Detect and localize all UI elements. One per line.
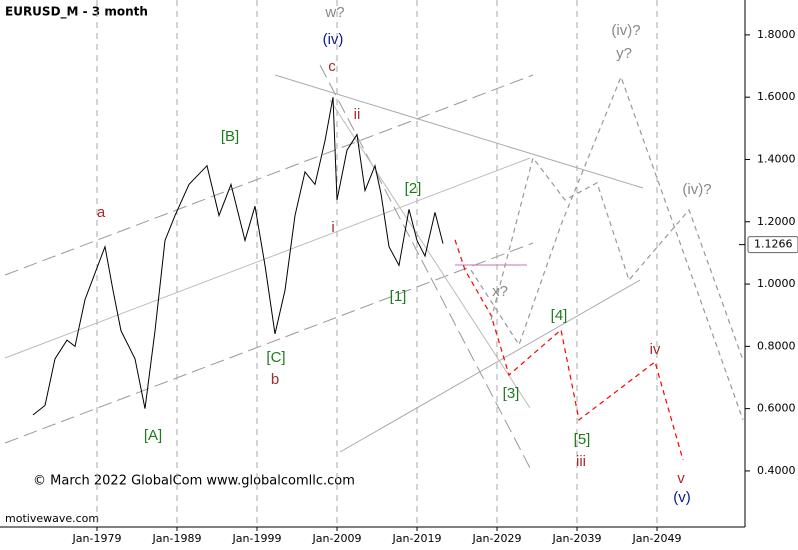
y-tick-label: 1.2000	[757, 215, 796, 228]
y-tick-label: 0.4000	[757, 464, 796, 477]
channel-line	[4, 74, 534, 276]
y-tick-label: 1.6000	[757, 90, 796, 103]
wave-label: x?	[492, 283, 508, 300]
x-tick-label: Jan-1989	[152, 532, 202, 545]
wave-label: [B]	[221, 128, 239, 145]
wave-label: (v)	[673, 489, 691, 506]
x-tick-label: Jan-1979	[72, 532, 122, 545]
wave-label: (iv)?	[611, 22, 640, 39]
copyright: © March 2022 GlobalCom www.globalcomllc.…	[33, 474, 355, 489]
source: motivewave.com	[5, 512, 99, 525]
wave-label: i	[331, 219, 334, 236]
channel-line	[329, 99, 531, 409]
wave-label: [1]	[390, 288, 407, 305]
x-tick-label: Jan-2009	[312, 532, 362, 545]
y-tick-label: 0.8000	[757, 339, 796, 352]
wave-label: [A]	[144, 427, 162, 444]
y-tick-label: 1.0000	[757, 277, 796, 290]
wave-label: (iv)?	[682, 181, 711, 198]
wave-label: w?	[324, 4, 344, 21]
wave-label: iv	[650, 341, 661, 358]
price-line	[470, 75, 744, 421]
wave-label: b	[271, 371, 279, 388]
channel-line	[4, 242, 534, 444]
chart-title: EURUSD_M - 3 month	[5, 5, 148, 20]
wave-label: [C]	[266, 349, 285, 366]
price-line	[32, 97, 444, 416]
channel-line	[319, 64, 531, 469]
price-line	[490, 156, 744, 361]
y-tick-label: 0.6000	[757, 402, 796, 415]
last-price-label: 1.1266	[754, 238, 793, 251]
y-tick-label: 1.4000	[757, 152, 796, 165]
channel-line	[339, 279, 641, 453]
x-tick-label: Jan-2019	[392, 532, 442, 545]
x-tick-label: Jan-2049	[632, 532, 682, 545]
wave-label: a	[97, 204, 106, 221]
wave-label: [2]	[405, 180, 422, 197]
channel-line	[274, 74, 644, 189]
wave-label: v	[677, 470, 685, 487]
wave-label: (iv)	[323, 31, 344, 48]
last-price-box	[747, 236, 798, 254]
wave-label: y?	[616, 45, 632, 62]
price-line	[454, 239, 684, 461]
x-tick-label: Jan-1999	[232, 532, 282, 545]
y-tick-label: 1.8000	[757, 28, 796, 41]
x-tick-label: Jan-2029	[472, 532, 522, 545]
wave-label: c	[328, 58, 336, 75]
channel-line	[4, 157, 531, 359]
wave-label: ii	[354, 106, 361, 123]
wave-label: [3]	[503, 385, 520, 402]
wave-label: [4]	[551, 307, 568, 324]
wave-label: iii	[576, 453, 586, 470]
wave-label: [5]	[574, 431, 591, 448]
x-tick-label: Jan-2039	[552, 532, 602, 545]
channel-lines	[4, 64, 644, 469]
